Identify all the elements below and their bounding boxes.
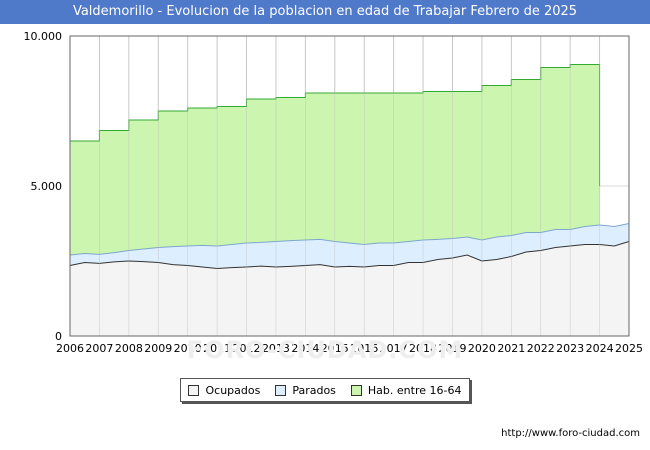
y-tick-label-5000: 5.000 [31, 180, 63, 193]
legend-swatch-ocupados [188, 384, 200, 396]
x-tick-label-2015: 2015 [321, 342, 349, 354]
x-tick-label-2021: 2021 [497, 342, 525, 354]
legend-item-parados: Parados [275, 384, 336, 397]
legend-label-ocupados: Ocupados [205, 383, 261, 397]
x-tick-label-2020: 2020 [468, 342, 496, 354]
area-ocupados [70, 241, 629, 336]
x-tick-label-2009: 2009 [144, 342, 172, 354]
x-tick-label-2012: 2012 [233, 342, 261, 354]
x-tick-label-2022: 2022 [527, 342, 555, 354]
watermark: FORO-CIUDAD.COM [186, 336, 464, 364]
x-tick-label-2016: 2016 [350, 342, 378, 354]
x-tick-label-2011: 2011 [203, 342, 231, 354]
x-tick-label-2018: 2018 [409, 342, 437, 354]
x-tick-label-2024: 2024 [586, 342, 614, 354]
x-tick-label-2010: 2010 [174, 342, 202, 354]
legend-swatch-hab [350, 384, 362, 396]
y-tick-label-0: 0 [55, 330, 62, 343]
x-tick-label-2013: 2013 [262, 342, 290, 354]
series-layer [69, 36, 630, 336]
chart-area: 2006 2007 2008 2009 2010 2011 2012 2013 2014 2015… [24, 30, 644, 354]
x-tick-label-2006: 2006 [56, 342, 84, 354]
x-tick-label-2014: 2014 [291, 342, 319, 354]
legend-item-hab: Hab. entre 16-64 [350, 383, 462, 397]
legend: Ocupados Parados Hab. entre 16-64 [180, 378, 470, 402]
line-ocupados [69, 241, 630, 270]
x-tick-label-2007: 2007 [85, 342, 113, 354]
source-link[interactable]: http://www.foro-ciudad.com [501, 428, 640, 439]
x-tick-label-2023: 2023 [556, 342, 584, 354]
legend-label-hab: Hab. entre 16-64 [367, 383, 462, 397]
chart-title: Valdemorillo - Evolucion de la poblacion… [0, 0, 650, 24]
legend-swatch-parados [275, 384, 287, 396]
x-tick-label-2025: 2025 [615, 342, 643, 354]
y-tick-label-10000: 10.000 [24, 30, 63, 43]
plot-border [69, 35, 630, 337]
axes: 2006 2007 2008 2009 2010 2011 2012 2013 2014 2015… [24, 30, 644, 354]
x-tick-label-2019: 2019 [438, 342, 466, 354]
x-tick-label-2017: 2017 [380, 342, 408, 354]
legend-item-ocupados: Ocupados [188, 384, 260, 397]
x-tick-label-2008: 2008 [115, 342, 143, 354]
legend-label-parados: Parados [292, 383, 336, 397]
line-parados [69, 223, 630, 256]
